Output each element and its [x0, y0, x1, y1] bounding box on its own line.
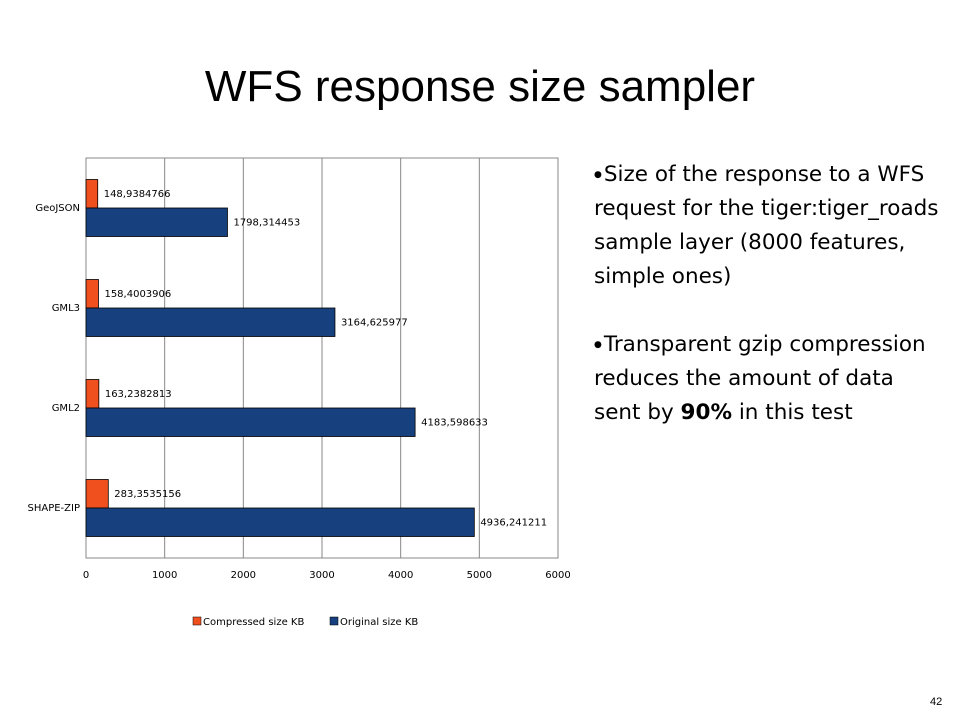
value-label: 163,2382813 — [105, 389, 172, 400]
x-tick-label: 0 — [83, 570, 89, 581]
bar — [85, 179, 99, 209]
legend-label: Original size KB — [340, 617, 418, 628]
bold-text: 90% — [680, 400, 732, 425]
legend-swatch — [192, 616, 202, 626]
value-label: 283,3535156 — [114, 489, 181, 500]
slide-title: WFS response size sampler — [204, 62, 756, 111]
value-label: 4183,598633 — [421, 417, 488, 428]
bar — [85, 379, 100, 409]
bullet-text: in this test — [732, 400, 853, 425]
bullet: Transparent gzip compression reduces the… — [594, 328, 939, 430]
legend-swatch — [329, 616, 339, 626]
bar — [85, 479, 109, 509]
value-label: 148,9384766 — [104, 189, 171, 200]
page-number: 42 — [930, 696, 943, 708]
bar — [85, 279, 99, 309]
bar — [85, 307, 336, 337]
bullet: Size of the response to a WFS request fo… — [594, 158, 939, 294]
x-tick-label: 5000 — [467, 570, 492, 581]
bullet-list: Size of the response to a WFS request fo… — [594, 158, 939, 464]
value-label: 4936,241211 — [480, 517, 547, 528]
y-tick-label: GML3 — [52, 303, 80, 314]
y-tick-label: SHAPE-ZIP — [28, 503, 81, 514]
x-tick-label: 1000 — [152, 570, 177, 581]
bar — [85, 507, 475, 537]
y-tick-label: GeoJSON — [35, 203, 80, 214]
x-tick-label: 2000 — [231, 570, 256, 581]
bullet-text: Size of the response to a WFS request fo… — [594, 162, 939, 289]
value-label: 158,4003906 — [104, 289, 171, 300]
x-tick-label: 4000 — [388, 570, 413, 581]
x-tick-label: 3000 — [309, 570, 334, 581]
bar — [85, 407, 416, 437]
y-tick-label: GML2 — [52, 403, 80, 414]
bullet-text: Transparent gzip compression reduces the… — [594, 332, 926, 425]
value-label: 1798,314453 — [233, 217, 300, 228]
bar — [85, 207, 228, 237]
legend-label: Compressed size KB — [203, 617, 304, 628]
x-tick-label: 6000 — [545, 570, 570, 581]
value-label: 3164,625977 — [341, 317, 408, 328]
